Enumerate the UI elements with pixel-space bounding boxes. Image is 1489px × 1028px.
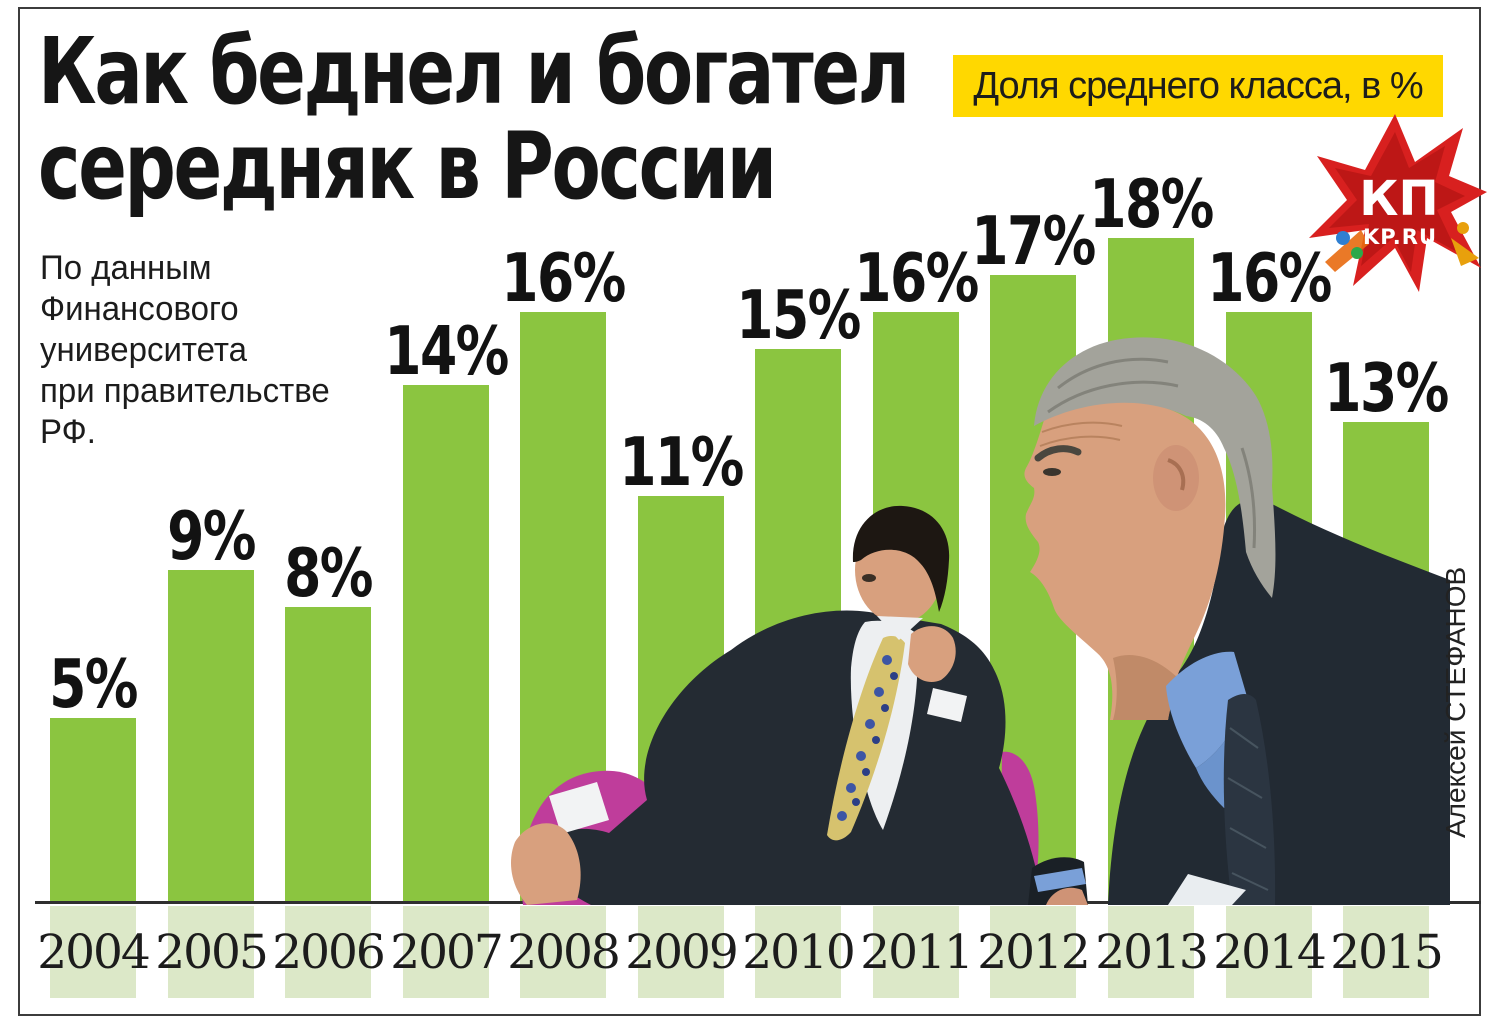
value-label-2012: 17% [971, 202, 1096, 280]
year-label-2004: 2004 [37, 906, 151, 998]
value-label-2006: 8% [284, 534, 373, 612]
kp-logo: КП KP.RU [1309, 114, 1487, 292]
year-label-2010: 2010 [742, 906, 856, 998]
source-note: По данным Финансового университета при п… [40, 249, 330, 451]
kp-logo-main-text: КП [1359, 171, 1438, 227]
year-label-2008: 2008 [507, 906, 621, 998]
value-label-2011: 16% [854, 239, 979, 317]
chart-subtitle-banner: Доля среднего класса, в % [953, 55, 1443, 117]
seated-businessman-photo [511, 505, 1043, 905]
value-label-2005: 9% [167, 497, 256, 575]
value-label-2014: 16% [1207, 239, 1332, 317]
value-label-2009: 11% [619, 423, 744, 501]
page-title-line2: середняк в России [38, 113, 777, 220]
bar-2004 [50, 718, 136, 902]
bar-2005 [168, 570, 254, 902]
year-label-2009: 2009 [625, 906, 739, 998]
closeup-businessman-photo [1024, 337, 1450, 905]
year-label-2014: 2014 [1213, 906, 1327, 998]
value-label-2004: 5% [49, 645, 138, 723]
value-label-2008: 16% [501, 239, 626, 317]
year-label-2015: 2015 [1330, 906, 1444, 998]
year-label-2006: 2006 [272, 906, 386, 998]
page-title-line1: Как беднел и богател [38, 18, 910, 125]
bar-2006 [285, 607, 371, 902]
page-title: Как беднел и богател середняк в России [38, 18, 910, 220]
value-label-2007: 14% [384, 312, 509, 390]
value-label-2010: 15% [736, 276, 861, 354]
year-label-2012: 2012 [977, 906, 1091, 998]
value-label-2013: 18% [1089, 165, 1214, 243]
year-label-2007: 2007 [390, 906, 504, 998]
year-label-2013: 2013 [1095, 906, 1209, 998]
photo-credit: Алексей СТЕФАНОВ [1440, 566, 1471, 838]
kp-logo-sub-text: KP.RU [1363, 225, 1437, 249]
year-label-2005: 2005 [155, 906, 269, 998]
chart-subtitle-label: Доля среднего класса, в % [973, 64, 1423, 107]
value-label-2015: 13% [1324, 349, 1449, 427]
bar-2007 [403, 385, 489, 902]
year-label-2011: 2011 [860, 906, 974, 998]
